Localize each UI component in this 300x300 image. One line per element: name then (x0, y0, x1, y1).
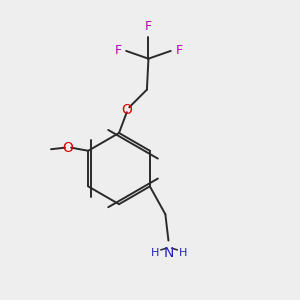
Text: H: H (151, 248, 159, 258)
Text: N: N (164, 246, 174, 260)
Text: O: O (63, 141, 74, 155)
Text: O: O (121, 103, 132, 117)
Text: F: F (176, 44, 182, 57)
Text: F: F (114, 44, 122, 57)
Text: F: F (145, 20, 152, 33)
Text: H: H (179, 248, 188, 258)
